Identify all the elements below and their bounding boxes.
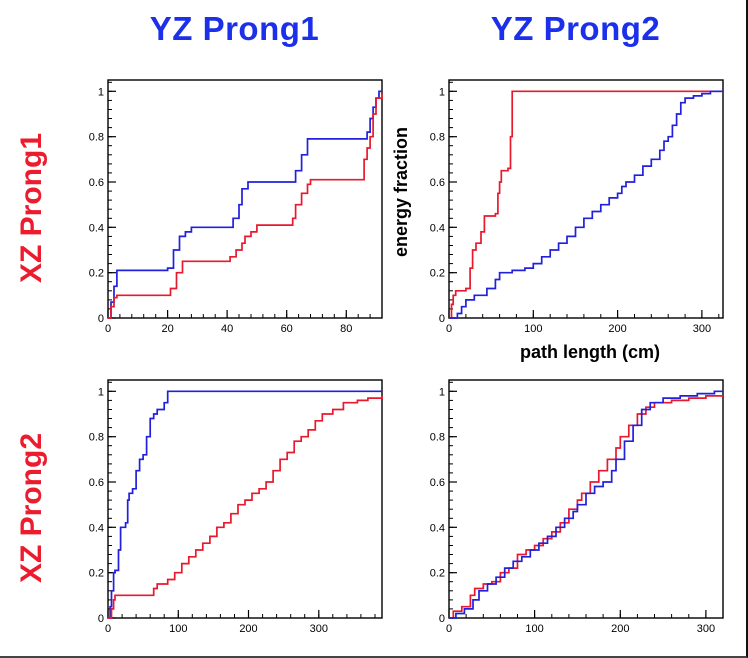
row-label-xz-prong1-text: XZ Prong1 — [15, 132, 48, 283]
svg-text:1: 1 — [439, 386, 445, 398]
svg-text:60: 60 — [281, 323, 293, 335]
svg-text:200: 200 — [239, 623, 257, 635]
chart-xz-prong2-yz-prong2: 0 100 200 300 0 0.2 0.4 0.6 0.8 1 — [411, 372, 733, 649]
svg-text:0.4: 0.4 — [430, 222, 445, 234]
row-label-xz-prong1: XZ Prong1 — [0, 58, 64, 358]
svg-text:100: 100 — [524, 323, 542, 335]
svg-text:40: 40 — [221, 323, 233, 335]
svg-text:300: 300 — [310, 623, 328, 635]
svg-text:0.8: 0.8 — [430, 132, 445, 144]
chart-cell-xz-prong2-yz-prong2: 0 100 200 300 0 0.2 0.4 0.6 0.8 1 — [405, 358, 746, 658]
chart-cell-xz-prong1-yz-prong1: 0 20 40 60 80 0 0.2 0.4 0.6 0.8 1 — [64, 58, 405, 358]
svg-text:200: 200 — [611, 623, 629, 635]
col-header-yz-prong2: YZ Prong2 — [490, 10, 661, 47]
svg-text:0.6: 0.6 — [89, 477, 104, 489]
svg-text:0: 0 — [439, 313, 445, 325]
svg-text:300: 300 — [697, 623, 715, 635]
svg-text:0: 0 — [105, 323, 111, 335]
chart-cell-xz-prong1-yz-prong2: energy fraction 0 100 200 300 0 0.2 0.4 0.6 0.8 1… — [391, 58, 746, 362]
chart-xz-prong1-yz-prong2: 0 100 200 300 0 0.2 0.4 0.6 0.8 1 — [411, 72, 733, 349]
svg-text:0.8: 0.8 — [89, 432, 104, 444]
svg-text:200: 200 — [608, 323, 626, 335]
svg-text:100: 100 — [525, 623, 543, 635]
row-label-xz-prong2: XZ Prong2 — [0, 358, 64, 658]
svg-text:0: 0 — [439, 613, 445, 625]
svg-text:0.2: 0.2 — [89, 268, 104, 280]
chart-svg: 0 100 200 300 0 0.2 0.4 0.6 0.8 1 — [89, 379, 383, 635]
svg-text:0: 0 — [98, 613, 104, 625]
svg-text:300: 300 — [693, 323, 711, 335]
svg-text:0: 0 — [446, 323, 452, 335]
svg-text:0: 0 — [105, 623, 111, 635]
chart-cell-xz-prong2-yz-prong1: 0 100 200 300 0 0.2 0.4 0.6 0.8 1 — [64, 358, 405, 658]
svg-text:1: 1 — [98, 86, 104, 98]
col-header-yz-prong1: YZ Prong1 — [149, 10, 320, 47]
svg-text:0: 0 — [446, 623, 452, 635]
chart-svg: 0 100 200 300 0 0.2 0.4 0.6 0.8 1 — [430, 379, 724, 635]
svg-text:0.2: 0.2 — [89, 568, 104, 580]
svg-text:20: 20 — [161, 323, 173, 335]
chart-svg: 0 100 200 300 0 0.2 0.4 0.6 0.8 1 — [430, 79, 724, 335]
row-label-xz-prong2-text: XZ Prong2 — [15, 432, 48, 583]
chart-svg: 0 20 40 60 80 0 0.2 0.4 0.6 0.8 1 — [89, 79, 383, 335]
svg-text:0.4: 0.4 — [89, 522, 104, 534]
svg-text:0.2: 0.2 — [430, 568, 445, 580]
svg-text:100: 100 — [169, 623, 187, 635]
chart-xz-prong1-yz-prong1: 0 20 40 60 80 0 0.2 0.4 0.6 0.8 1 — [70, 72, 392, 349]
svg-text:0.6: 0.6 — [430, 177, 445, 189]
svg-text:0.8: 0.8 — [430, 432, 445, 444]
svg-text:0.4: 0.4 — [430, 522, 445, 534]
svg-text:0.6: 0.6 — [430, 477, 445, 489]
svg-text:0.6: 0.6 — [89, 177, 104, 189]
svg-text:0.8: 0.8 — [89, 132, 104, 144]
svg-text:0: 0 — [98, 313, 104, 325]
svg-text:1: 1 — [439, 86, 445, 98]
svg-text:0.4: 0.4 — [89, 222, 104, 234]
svg-text:1: 1 — [98, 386, 104, 398]
svg-text:80: 80 — [340, 323, 352, 335]
svg-text:0.2: 0.2 — [430, 268, 445, 280]
chart-xz-prong2-yz-prong1: 0 100 200 300 0 0.2 0.4 0.6 0.8 1 — [70, 372, 392, 649]
corner-spacer — [0, 0, 64, 58]
